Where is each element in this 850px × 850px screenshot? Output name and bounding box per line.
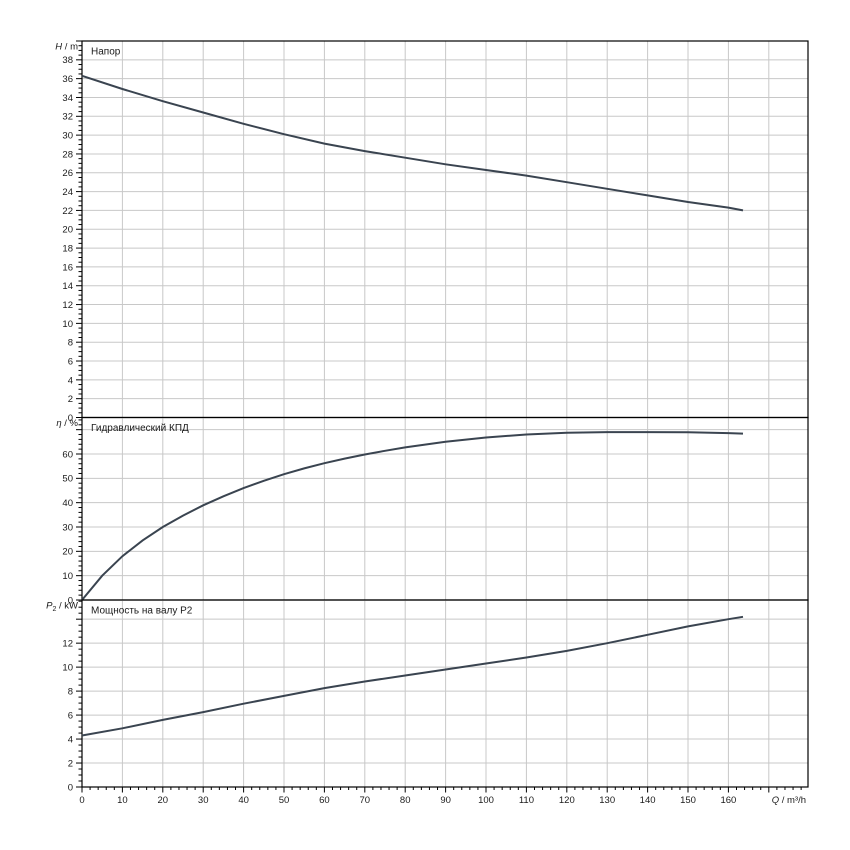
- y-tick-label: 18: [62, 243, 73, 254]
- y-tick-label: 32: [62, 112, 73, 123]
- x-tick-label: 20: [158, 795, 169, 806]
- x-tick-label: 0: [79, 795, 84, 806]
- curve-1: [81, 431, 744, 601]
- y-tick-label: 28: [62, 149, 73, 160]
- y-tick-label: 0: [68, 595, 73, 606]
- x-tick-label: 30: [198, 795, 209, 806]
- x-tick-label: 40: [238, 795, 249, 806]
- y-tick-label: 0: [68, 782, 73, 793]
- y-tick-label: 22: [62, 206, 73, 217]
- y-axis-label: η / %: [56, 418, 78, 429]
- y-tick-label: 6: [68, 710, 73, 721]
- y-tick-label: 4: [68, 375, 73, 386]
- x-tick-label: 160: [720, 795, 736, 806]
- panel-border: [81, 599, 809, 788]
- y-tick-label: 2: [68, 394, 73, 405]
- y-tick-label: 0: [68, 413, 73, 424]
- y-tick-label: 10: [62, 571, 73, 582]
- y-tick-label: 24: [62, 187, 73, 198]
- x-tick-label: 90: [440, 795, 451, 806]
- y-tick-label: 40: [62, 498, 73, 509]
- x-axis-label: Q / m³/h: [772, 795, 806, 806]
- y-tick-label: 20: [62, 547, 73, 558]
- y-tick-label: 36: [62, 74, 73, 85]
- y-tick-label: 20: [62, 225, 73, 236]
- y-tick-label: 8: [68, 687, 73, 698]
- y-axis-label: P2 / kW: [46, 601, 78, 614]
- x-tick-label: 10: [117, 795, 128, 806]
- y-tick-label: 16: [62, 262, 73, 273]
- x-tick-label: 110: [519, 795, 534, 806]
- panel-2: 0 2 4 6 8 10 12 P2 / kW Мощность на валу P2: [46, 599, 809, 793]
- x-tick-label: 140: [640, 795, 656, 806]
- x-tick-label: 50: [279, 795, 290, 806]
- panel-1: 0 10 20 30 40 50 60 η / % Гидравлический КПД: [56, 416, 809, 606]
- x-axis: 0 10 20 30 40 50 60 70 80 90 100 110 120 130 140 150 160…: [79, 787, 806, 806]
- x-tick-label: 100: [478, 795, 494, 806]
- y-tick-label: 14: [62, 281, 73, 292]
- x-tick-label: 60: [319, 795, 330, 806]
- x-tick-label: 130: [599, 795, 615, 806]
- y-tick-label: 6: [68, 356, 73, 367]
- panel-title: Мощность на валу P2: [91, 606, 193, 617]
- curve-2: [81, 615, 744, 737]
- x-tick-label: 80: [400, 795, 411, 806]
- x-tick-label: 150: [680, 795, 696, 806]
- y-tick-label: 2: [68, 758, 73, 769]
- y-tick-label: 38: [62, 55, 73, 66]
- x-tick-label: 70: [360, 795, 371, 806]
- x-tick-label: 120: [559, 795, 575, 806]
- y-tick-label: 4: [68, 734, 73, 745]
- curve-0: [81, 74, 744, 212]
- y-tick-label: 26: [62, 168, 73, 179]
- y-tick-label: 34: [62, 93, 73, 104]
- y-axis-label: H / m: [55, 42, 78, 53]
- panel-title: Гидравлический КПД: [91, 423, 189, 434]
- y-tick-label: 60: [62, 449, 73, 460]
- y-tick-label: 12: [62, 639, 73, 650]
- y-tick-label: 30: [62, 131, 73, 142]
- y-tick-label: 10: [62, 319, 73, 330]
- y-tick-label: 8: [68, 338, 73, 349]
- y-tick-label: 50: [62, 474, 73, 485]
- panel-title: Напор: [91, 47, 121, 58]
- y-tick-label: 10: [62, 663, 73, 674]
- y-tick-label: 30: [62, 522, 73, 533]
- panel-border: [81, 416, 809, 601]
- y-tick-label: 12: [62, 300, 73, 311]
